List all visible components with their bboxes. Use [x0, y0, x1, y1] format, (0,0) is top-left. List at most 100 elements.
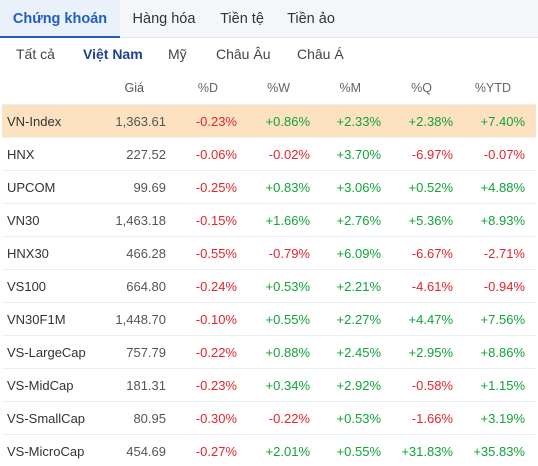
change-ytd: +35.83%	[473, 444, 525, 459]
change-day: -0.22%	[195, 345, 237, 360]
index-name[interactable]: VS-MicroCap	[7, 444, 85, 459]
change-day: -0.25%	[195, 180, 237, 195]
change-ytd: +4.88%	[480, 180, 525, 195]
change-ytd: +7.56%	[480, 312, 525, 327]
change-quarter: +5.36%	[408, 213, 453, 228]
change-week: -0.02%	[268, 147, 310, 162]
table-row[interactable]: VS-SmallCap 80.95 -0.30% -0.22% +0.53% -1.66%…	[2, 402, 536, 435]
table-row[interactable]: VS-MicroCap 454.69 -0.27% +2.01% +0.55% +31.8…	[2, 435, 536, 466]
change-week: +0.55%	[265, 312, 310, 327]
index-price: 454.69	[126, 444, 166, 459]
change-month: +2.45%	[336, 345, 381, 360]
table-row[interactable]: HNX 227.52 -0.06% -0.02% +3.70% -6.97% -0.07%	[2, 138, 536, 171]
change-day: -0.06%	[195, 147, 237, 162]
header-day-change[interactable]: %D	[197, 81, 218, 95]
index-name[interactable]: VS-SmallCap	[7, 411, 86, 426]
table-header: Giá %D %W %M %Q %YTD	[2, 71, 536, 105]
index-name[interactable]: UPCOM	[7, 180, 56, 195]
change-week: +0.34%	[265, 378, 310, 393]
change-week: +0.83%	[265, 180, 310, 195]
change-week: +0.53%	[265, 279, 310, 294]
index-price: 227.52	[126, 147, 166, 162]
table-row[interactable]: VN30F1M 1,448.70 -0.10% +0.55% +2.27% +4.47% +…	[2, 303, 536, 336]
change-week: -0.22%	[268, 411, 310, 426]
index-name[interactable]: VN30F1M	[7, 312, 66, 327]
index-price: 181.31	[126, 378, 166, 393]
change-day: -0.10%	[195, 312, 237, 327]
change-ytd: -2.71%	[483, 246, 525, 261]
change-month: +2.76%	[336, 213, 381, 228]
table-row[interactable]: VS100 664.80 -0.24% +0.53% +2.21% -4.61% -0.94…	[2, 270, 536, 303]
tab-commodities[interactable]: Hàng hóa	[132, 11, 196, 27]
change-ytd: +7.40%	[480, 114, 525, 129]
tab-asia[interactable]: Châu Á	[297, 46, 344, 62]
table-row[interactable]: VN30 1,463.18 -0.15% +1.66% +2.76% +5.36% +8.9…	[2, 204, 536, 237]
tab-vietnam[interactable]: Việt Nam	[83, 46, 143, 62]
change-quarter: -1.66%	[411, 411, 453, 426]
change-month: +2.33%	[336, 114, 381, 129]
index-name[interactable]: VS-LargeCap	[7, 345, 86, 360]
tab-currencies[interactable]: Tiền tệ	[220, 11, 264, 27]
table-row[interactable]: HNX30 466.28 -0.55% -0.79% +6.09% -6.67% -2.71…	[2, 237, 536, 270]
change-quarter: +2.38%	[408, 114, 453, 129]
change-month: +6.09%	[336, 246, 381, 261]
change-ytd: +3.19%	[480, 411, 525, 426]
change-quarter: +4.47%	[408, 312, 453, 327]
market-category-tabs: Chứng khoán Hàng hóa Tiền tệ Tiền ảo	[0, 0, 538, 38]
change-day: -0.55%	[195, 246, 237, 261]
index-name[interactable]: HNX30	[7, 246, 49, 261]
change-day: -0.23%	[195, 378, 237, 393]
change-quarter: +31.83%	[401, 444, 453, 459]
change-day: -0.30%	[195, 411, 237, 426]
change-week: +2.01%	[265, 444, 310, 459]
change-month: +3.06%	[336, 180, 381, 195]
header-month-change[interactable]: %M	[339, 81, 361, 95]
index-price: 757.79	[126, 345, 166, 360]
index-name[interactable]: HNX	[7, 147, 35, 162]
change-week: +0.88%	[265, 345, 310, 360]
change-ytd: +1.15%	[480, 378, 525, 393]
index-price: 664.80	[126, 279, 166, 294]
tab-all[interactable]: Tất cả	[16, 46, 55, 62]
change-quarter: +2.95%	[408, 345, 453, 360]
change-ytd: -0.07%	[483, 147, 525, 162]
index-table: Giá %D %W %M %Q %YTD VN-Index 1,363.61 -0.…	[2, 71, 536, 466]
table-body: VN-Index 1,363.61 -0.23% +0.86% +2.33% +2.38%…	[2, 105, 536, 466]
index-price: 466.28	[126, 246, 166, 261]
change-day: -0.24%	[195, 279, 237, 294]
index-price: 1,448.70	[115, 312, 166, 327]
header-quarter-change[interactable]: %Q	[411, 81, 432, 95]
table-row[interactable]: VN-Index 1,363.61 -0.23% +0.86% +2.33% +2.38%…	[2, 105, 536, 138]
index-name[interactable]: VN-Index	[7, 114, 62, 129]
change-quarter: -6.67%	[411, 246, 453, 261]
index-name[interactable]: VS100	[7, 279, 47, 294]
header-price[interactable]: Giá	[124, 81, 144, 95]
change-week: +1.66%	[265, 213, 310, 228]
tab-crypto[interactable]: Tiền ảo	[287, 11, 335, 27]
index-price: 1,363.61	[115, 114, 166, 129]
change-week: +0.86%	[265, 114, 310, 129]
index-name[interactable]: VN30	[7, 213, 40, 228]
change-ytd: +8.93%	[480, 213, 525, 228]
table-row[interactable]: VS-MidCap 181.31 -0.23% +0.34% +2.92% -0.58% +…	[2, 369, 536, 402]
index-price: 80.95	[133, 411, 166, 426]
tab-us[interactable]: Mỹ	[168, 46, 187, 62]
tab-europe[interactable]: Châu Âu	[216, 46, 271, 62]
change-ytd: +8.86%	[480, 345, 525, 360]
change-month: +2.27%	[336, 312, 381, 327]
change-ytd: -0.94%	[483, 279, 525, 294]
table-row[interactable]: VS-LargeCap 757.79 -0.22% +0.88% +2.45% +2.95…	[2, 336, 536, 369]
header-ytd-change[interactable]: %YTD	[474, 81, 511, 95]
change-month: +0.55%	[336, 444, 381, 459]
change-month: +3.70%	[336, 147, 381, 162]
header-week-change[interactable]: %W	[267, 81, 290, 95]
change-quarter: -0.58%	[411, 378, 453, 393]
change-quarter: +0.52%	[408, 180, 453, 195]
change-month: +0.53%	[336, 411, 381, 426]
tab-stocks[interactable]: Chứng khoán	[0, 0, 120, 38]
index-name[interactable]: VS-MidCap	[7, 378, 74, 393]
change-day: -0.15%	[195, 213, 237, 228]
table-row[interactable]: UPCOM 99.69 -0.25% +0.83% +3.06% +0.52% +4.88%	[2, 171, 536, 204]
change-day: -0.27%	[195, 444, 237, 459]
change-week: -0.79%	[268, 246, 310, 261]
